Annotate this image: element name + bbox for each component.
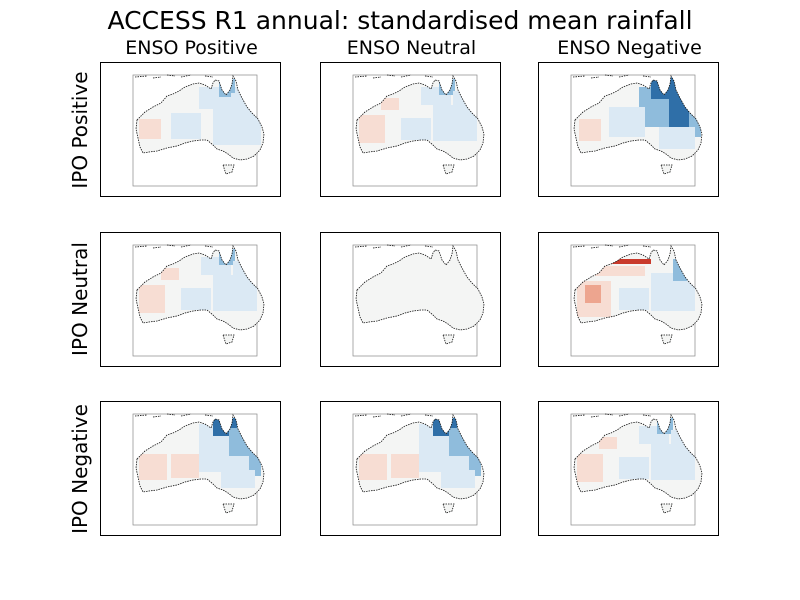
rainfall-map bbox=[570, 244, 703, 357]
anomaly-cell bbox=[577, 454, 603, 482]
anomaly-cell bbox=[139, 285, 165, 313]
anomaly-cell bbox=[171, 113, 201, 139]
anomaly-cell bbox=[181, 288, 211, 310]
map-panel-r0-c0 bbox=[100, 62, 281, 197]
northern-islands bbox=[354, 244, 434, 249]
tasmania bbox=[660, 164, 673, 175]
map-panel-r0-c2 bbox=[538, 62, 719, 197]
rainfall-map bbox=[352, 413, 485, 526]
land-base bbox=[356, 246, 484, 330]
column-label-enso-negative: ENSO Negative bbox=[557, 37, 702, 59]
anomaly-cell bbox=[201, 257, 231, 275]
anomaly-cell bbox=[171, 454, 199, 478]
coastline bbox=[135, 244, 265, 331]
row-label-ipo-neutral: IPO Neutral bbox=[68, 242, 92, 356]
coastline bbox=[573, 74, 703, 161]
rainfall-map bbox=[570, 74, 703, 187]
anomaly-cell bbox=[221, 470, 255, 488]
map-panel-r1-c0 bbox=[100, 232, 281, 367]
map-panel-r0-c1 bbox=[320, 62, 501, 197]
anomaly-cell bbox=[401, 118, 431, 140]
map-panel-r2-c2 bbox=[538, 401, 719, 536]
coastline bbox=[573, 413, 703, 500]
anomaly-cell bbox=[421, 87, 451, 105]
anomaly-layer bbox=[139, 249, 257, 313]
tasmania bbox=[442, 164, 455, 175]
rainfall-map bbox=[132, 244, 265, 357]
map-panel-r1-c2 bbox=[538, 232, 719, 367]
northern-islands bbox=[134, 244, 214, 249]
anomaly-cell bbox=[359, 454, 387, 480]
column-label-enso-neutral: ENSO Neutral bbox=[346, 37, 477, 59]
anomaly-cell bbox=[595, 266, 645, 276]
anomaly-cell bbox=[619, 288, 649, 310]
tasmania bbox=[660, 503, 673, 514]
northern-islands bbox=[572, 244, 652, 249]
anomaly-cell bbox=[246, 123, 260, 145]
rainfall-map bbox=[352, 244, 485, 357]
anomaly-cell bbox=[579, 119, 601, 141]
anomaly-cell bbox=[139, 119, 161, 139]
tasmania bbox=[222, 164, 235, 175]
anomaly-cell bbox=[359, 115, 385, 143]
coastline bbox=[355, 244, 485, 331]
tasmania bbox=[442, 503, 455, 514]
northern-islands bbox=[134, 413, 214, 418]
tasmania bbox=[442, 334, 455, 345]
figure-title: ACCESS R1 annual: standardised mean rain… bbox=[107, 6, 693, 35]
column-label-enso-positive: ENSO Positive bbox=[125, 37, 258, 59]
rainfall-map bbox=[352, 74, 485, 187]
map-panel-r2-c1 bbox=[320, 401, 501, 536]
anomaly-cell bbox=[673, 259, 687, 281]
anomaly-cell bbox=[639, 426, 669, 444]
northern-islands bbox=[354, 413, 434, 418]
coastline bbox=[573, 244, 703, 331]
anomaly-cell bbox=[609, 107, 645, 137]
anomaly-cell bbox=[599, 437, 617, 449]
northern-islands bbox=[572, 74, 652, 79]
anomaly-cell bbox=[603, 259, 651, 264]
map-panel-r2-c0 bbox=[100, 401, 281, 536]
coastline bbox=[135, 74, 265, 161]
anomaly-cell bbox=[391, 454, 419, 478]
anomaly-cell bbox=[161, 268, 179, 280]
anomaly-cell bbox=[585, 285, 601, 303]
row-label-ipo-negative: IPO Negative bbox=[68, 404, 92, 534]
coastline bbox=[355, 74, 485, 161]
anomaly-cell bbox=[441, 470, 475, 488]
northern-islands bbox=[354, 74, 434, 79]
northern-islands bbox=[572, 413, 652, 418]
anomaly-cell bbox=[231, 93, 251, 113]
tasmania bbox=[222, 503, 235, 514]
coastline bbox=[135, 413, 265, 500]
row-label-ipo-positive: IPO Positive bbox=[68, 71, 92, 189]
anomaly-cell bbox=[139, 454, 167, 480]
rainfall-map bbox=[570, 413, 703, 526]
anomaly-layer bbox=[577, 259, 695, 317]
rainfall-map bbox=[132, 413, 265, 526]
map-panel-r1-c1 bbox=[320, 232, 501, 367]
rainfall-map bbox=[132, 74, 265, 187]
anomaly-cell bbox=[619, 457, 649, 479]
coastline bbox=[355, 413, 485, 500]
tasmania bbox=[660, 334, 673, 345]
anomaly-cell bbox=[381, 98, 399, 110]
tasmania bbox=[222, 334, 235, 345]
northern-islands bbox=[134, 74, 214, 79]
anomaly-cell bbox=[659, 127, 695, 149]
